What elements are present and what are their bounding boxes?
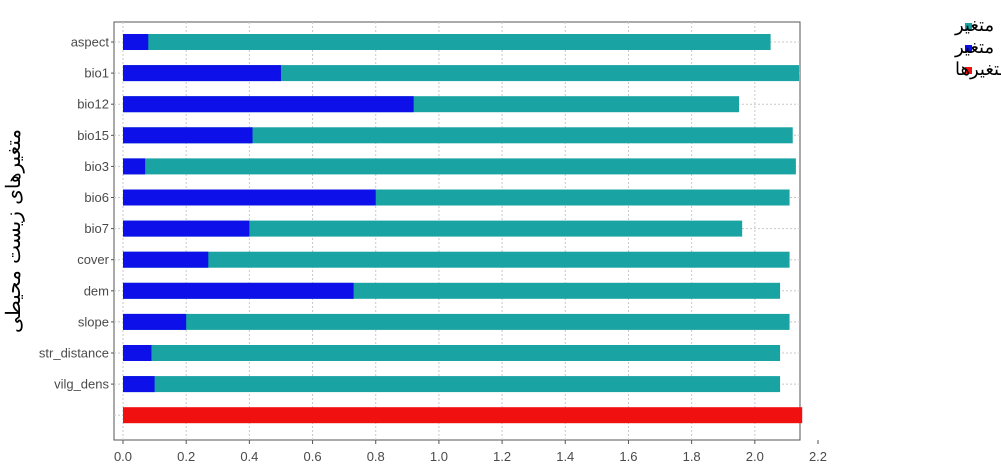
y-tick-label: bio3 [84, 159, 109, 174]
y-tick-label: bio6 [84, 190, 109, 205]
x-tick-label: 1.2 [493, 449, 511, 464]
bar [123, 345, 781, 361]
x-tick-label: 0.2 [177, 449, 195, 464]
bar [123, 220, 250, 237]
bar [123, 376, 155, 393]
x-tick-label: 1.6 [619, 449, 637, 464]
y-axis-label: متغیرهای زیست محیطی [1, 129, 25, 333]
x-tick-label: 0.6 [304, 449, 322, 464]
x-tick-label: 2.0 [746, 449, 764, 464]
x-tick-label: 1.4 [556, 449, 574, 464]
bar [123, 189, 376, 206]
bar [123, 127, 253, 144]
bar [123, 65, 800, 82]
bar [123, 282, 354, 299]
legend: بدون متغیربا یک متغیرتمامی متغیرها [954, 15, 1001, 80]
legend-swatch [965, 23, 972, 30]
bar [123, 34, 771, 50]
legend-swatch [965, 45, 972, 52]
y-tick-label: str_distance [39, 346, 109, 361]
bar [123, 34, 149, 50]
y-tick-label: bio1 [84, 66, 109, 81]
x-tick-labels: 0.0 0.2 0.4 0.6 0.8 1.0 1.2 1.4 1.6 1.8 2.0 2.2 [114, 440, 827, 464]
x-tick-label: 1.8 [683, 449, 701, 464]
x-tick-label: 0.0 [114, 449, 132, 464]
bar [123, 220, 743, 237]
plot-frame [113, 21, 801, 441]
bar [123, 158, 146, 175]
x-tick-label: 0.4 [240, 449, 258, 464]
x-tick-label: 1.0 [430, 449, 448, 464]
bar [123, 158, 796, 175]
bars [123, 34, 803, 424]
legend-label: با یک متغیر [954, 37, 1001, 58]
bar [123, 96, 414, 113]
bar [123, 345, 152, 361]
y-tick-label: bio15 [77, 128, 109, 143]
bar [123, 251, 790, 268]
bar [123, 251, 209, 268]
y-tick-label: slope [78, 314, 109, 329]
y-tick-label: bio12 [77, 97, 109, 112]
y-tick-labels: aspect bio1 bio12 bio15 bio3 bio6 bio7 cover dem… [39, 35, 114, 392]
x-tick-label: 0.8 [367, 449, 385, 464]
x-tick-label: 2.2 [809, 449, 827, 464]
bar [123, 376, 781, 393]
y-tick-label: dem [84, 283, 109, 298]
bar [123, 313, 187, 330]
y-tick-label: vilg_dens [54, 377, 109, 392]
y-tick-label: aspect [71, 35, 110, 50]
legend-label: بدون متغیر [954, 15, 1001, 36]
bar [123, 313, 790, 330]
y-tick-label: cover [77, 252, 109, 267]
y-tick-label: bio7 [84, 221, 109, 236]
bar [123, 127, 793, 144]
bar [123, 407, 803, 424]
bar [123, 65, 281, 82]
legend-swatch [965, 67, 972, 74]
legend-label: تمامی متغیرها [955, 59, 1001, 80]
